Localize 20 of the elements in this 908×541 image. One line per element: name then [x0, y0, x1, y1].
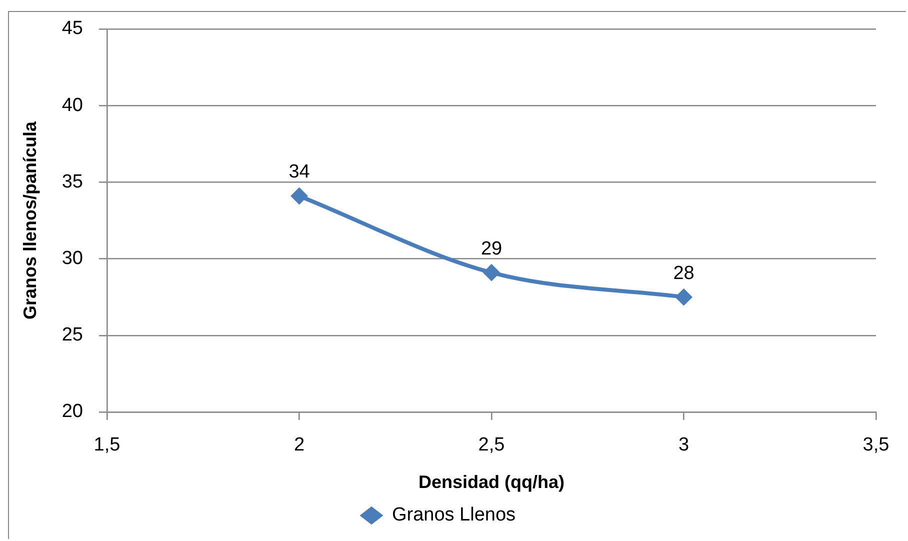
legend-label: Granos Llenos [392, 504, 516, 526]
data-label: 34 [288, 162, 310, 183]
data-label: 28 [673, 262, 694, 284]
x-tick-label: 2 [294, 434, 305, 456]
point [290, 187, 308, 204]
data-label: 29 [480, 238, 502, 260]
y-axis-title: Granos llenos/panícula [20, 120, 40, 320]
x-tick-label: 3 [678, 434, 690, 456]
x-tick-label: 3,5 [862, 434, 890, 456]
y-tick-label: 20 [62, 401, 83, 422]
point [675, 288, 692, 306]
y-tick-label: 40 [62, 94, 83, 116]
y-tick-label: 45 [62, 18, 83, 40]
point [483, 264, 500, 282]
x-tick-label: 1,5 [94, 434, 120, 456]
y-tick-label: 35 [62, 171, 83, 192]
x-tick-label: 2,5 [478, 434, 505, 456]
x-axis-title: Densidad (qq/ha) [418, 472, 565, 492]
y-tick-label: 25 [62, 324, 83, 346]
y-tick-label: 30 [62, 248, 83, 270]
